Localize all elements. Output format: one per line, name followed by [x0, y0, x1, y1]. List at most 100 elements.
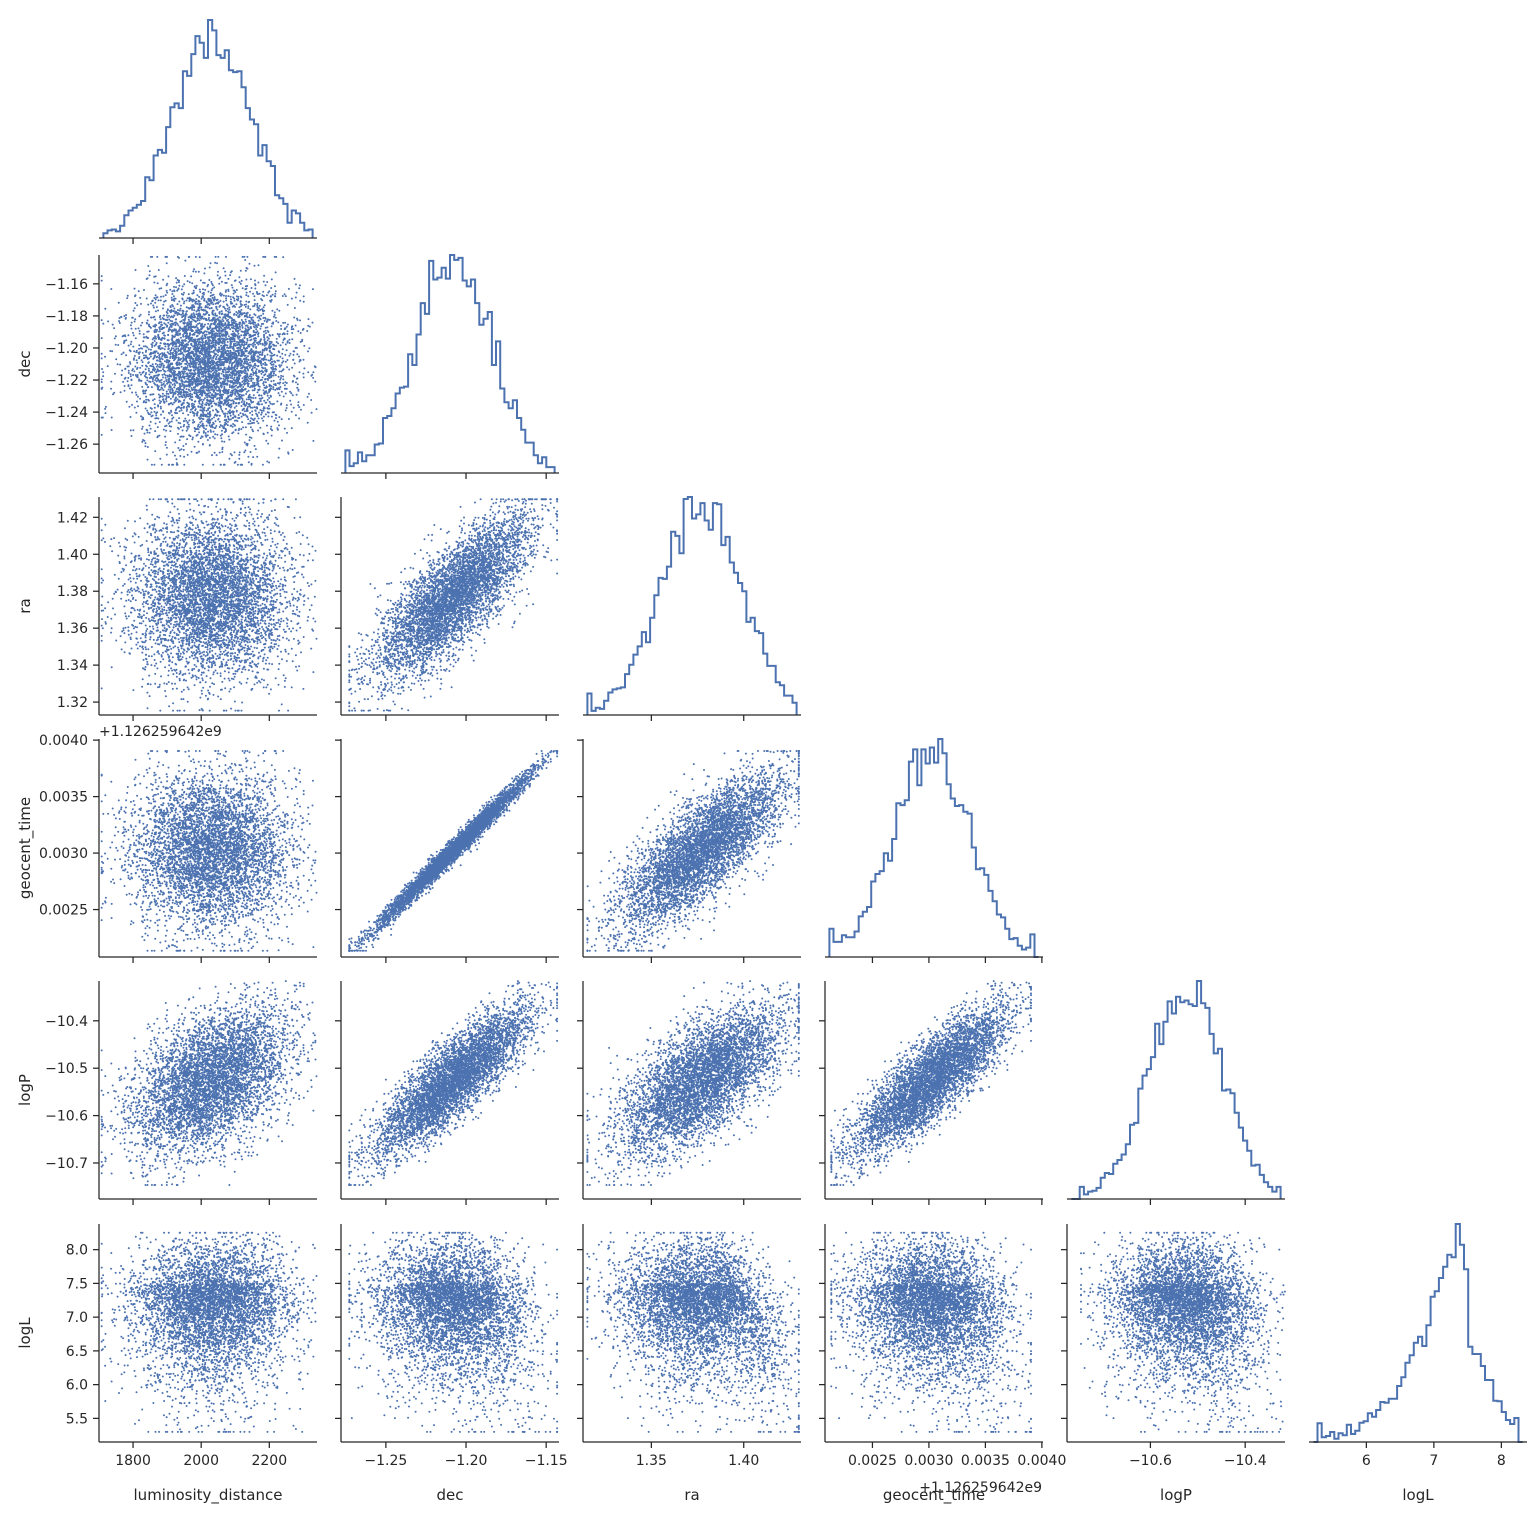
scatter-point — [208, 404, 210, 406]
scatter-point — [134, 288, 136, 290]
scatter-point — [295, 381, 297, 383]
scatter-point — [229, 395, 231, 397]
scatter-point — [244, 259, 246, 261]
scatter-point — [179, 449, 181, 451]
scatter-point — [175, 286, 177, 288]
scatter-point — [270, 380, 272, 382]
scatter-point — [147, 412, 149, 414]
scatter-point — [194, 400, 196, 402]
scatter-point — [159, 356, 161, 358]
scatter-point — [201, 405, 203, 407]
scatter-point — [282, 342, 284, 344]
scatter-point — [256, 303, 258, 305]
scatter-point — [155, 414, 157, 416]
scatter-point — [102, 371, 104, 373]
scatter-point — [286, 404, 288, 406]
scatter-point — [308, 393, 310, 395]
scatter-point — [248, 301, 250, 303]
scatter-point — [243, 401, 245, 403]
scatter-point — [188, 316, 190, 318]
scatter-point — [233, 377, 235, 379]
scatter-point — [247, 406, 249, 408]
scatter-point — [187, 414, 189, 416]
scatter-point — [135, 337, 137, 339]
scatter-point — [308, 318, 310, 320]
scatter-point — [193, 268, 195, 270]
scatter-point — [134, 321, 136, 323]
scatter-point — [200, 437, 202, 439]
scatter-point — [107, 365, 109, 367]
scatter-point — [172, 384, 174, 386]
scatter-point — [275, 290, 277, 292]
scatter-point — [181, 366, 183, 368]
scatter-point — [169, 430, 171, 432]
scatter-point — [121, 374, 123, 376]
scatter-point — [125, 339, 127, 341]
panel-luminosity_distance-vs-luminosity_distance — [99, 20, 317, 244]
scatter-point — [206, 319, 208, 321]
scatter-point — [263, 381, 265, 383]
scatter-point — [167, 316, 169, 318]
scatter-point — [133, 310, 135, 312]
scatter-point — [213, 431, 215, 433]
scatter-point — [272, 388, 274, 390]
scatter-point — [160, 318, 162, 320]
scatter-point — [150, 356, 152, 358]
scatter-point — [262, 317, 264, 319]
scatter-point — [155, 294, 157, 296]
scatter-point — [149, 413, 151, 415]
scatter-point — [278, 376, 280, 378]
scatter-point — [177, 303, 179, 305]
scatter-point — [153, 297, 155, 299]
scatter-point — [115, 335, 117, 337]
scatter-point — [286, 333, 288, 335]
scatter-point — [219, 426, 221, 428]
scatter-point — [187, 421, 189, 423]
scatter-point — [212, 303, 214, 305]
scatter-point — [128, 372, 130, 374]
scatter-point — [277, 321, 279, 323]
scatter-point — [134, 407, 136, 409]
scatter-point — [289, 400, 291, 402]
scatter-point — [234, 398, 236, 400]
scatter-point — [187, 365, 189, 367]
scatter-point — [241, 280, 243, 282]
scatter-point — [248, 316, 250, 318]
scatter-point — [286, 349, 288, 351]
scatter-point — [180, 305, 182, 307]
scatter-point — [275, 345, 277, 347]
scatter-point — [128, 370, 130, 372]
scatter-point — [249, 367, 251, 369]
scatter-point — [241, 319, 243, 321]
scatter-point — [133, 334, 135, 336]
scatter-point — [269, 401, 271, 403]
scatter-point — [156, 366, 158, 368]
scatter-point — [282, 295, 284, 297]
scatter-point — [145, 382, 147, 384]
scatter-point — [249, 420, 251, 422]
scatter-point — [238, 414, 240, 416]
scatter-point — [282, 382, 284, 384]
scatter-point — [260, 325, 262, 327]
scatter-point — [248, 390, 250, 392]
scatter-point — [131, 322, 133, 324]
scatter-point — [251, 429, 253, 431]
scatter-point — [254, 388, 256, 390]
scatter-point — [178, 288, 180, 290]
scatter-point — [272, 294, 274, 296]
scatter-point — [237, 464, 239, 466]
scatter-point — [280, 370, 282, 372]
scatter-point — [179, 310, 181, 312]
scatter-point — [282, 357, 284, 359]
scatter-point — [115, 358, 117, 360]
scatter-point — [273, 373, 275, 375]
scatter-point — [147, 320, 149, 322]
scatter-point — [178, 396, 180, 398]
scatter-point — [162, 368, 164, 370]
scatter-point — [255, 397, 257, 399]
scatter-point — [132, 429, 134, 431]
scatter-point — [187, 391, 189, 393]
scatter-point — [134, 318, 136, 320]
scatter-point — [263, 339, 265, 341]
scatter-point — [254, 331, 256, 333]
